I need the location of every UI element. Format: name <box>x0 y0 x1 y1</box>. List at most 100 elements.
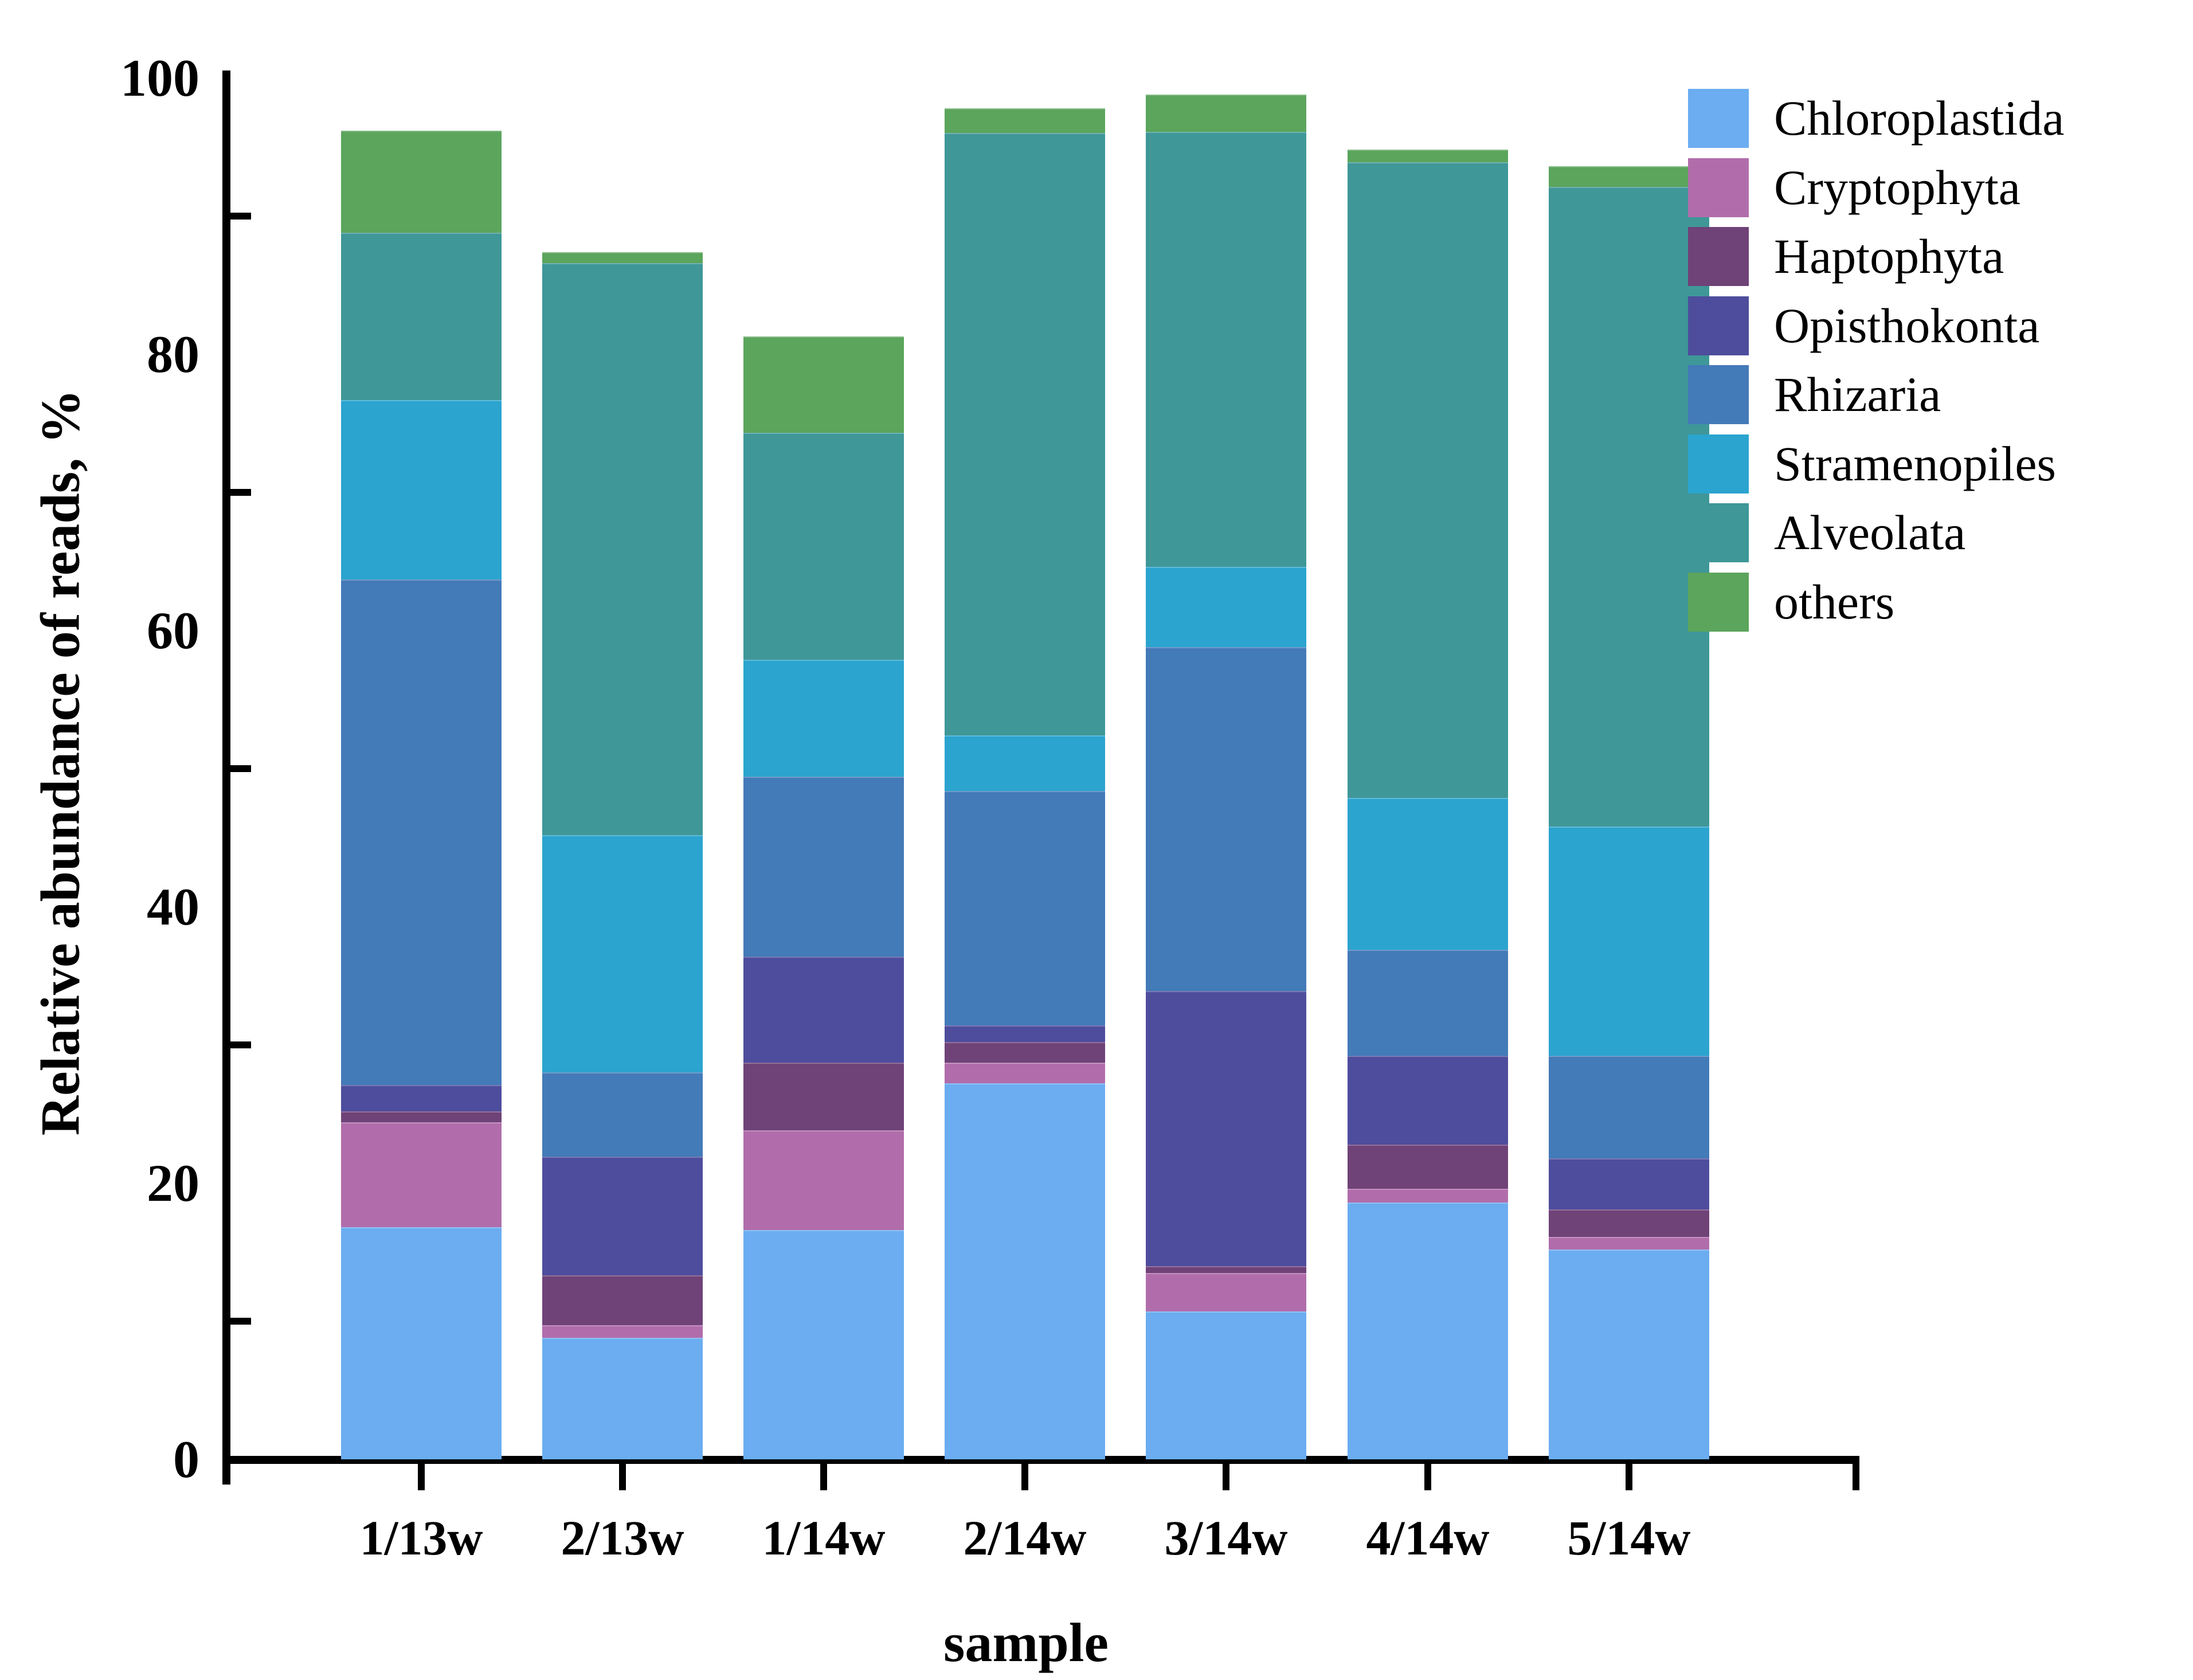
segment-rhizaria-1/13w <box>341 579 502 1085</box>
legend-row-rhizaria: Rhizaria <box>1688 365 2147 424</box>
segment-chloroplastida-1/14w <box>743 1229 904 1459</box>
legend-row-others: others <box>1688 572 2147 632</box>
segment-rhizaria-4/14w <box>1348 949 1508 1056</box>
legend-swatch-chloroplastida <box>1688 89 1749 148</box>
bar-2/14w <box>945 0 1105 1459</box>
y-axis-line <box>222 71 230 1485</box>
segment-rhizaria-2/14w <box>945 790 1105 1026</box>
segment-haptophyta-1/13w <box>341 1111 502 1122</box>
legend-swatch-opisthokonta <box>1688 296 1749 355</box>
segment-opisthokonta-2/13w <box>542 1157 703 1276</box>
bar-1/14w <box>743 0 904 1459</box>
legend-row-stramenopiles: Stramenopiles <box>1688 434 2147 494</box>
y-minor-tick-50 <box>230 765 251 772</box>
x-tick-2/13w <box>619 1464 626 1490</box>
segment-cryptophyta-4/14w <box>1348 1188 1508 1203</box>
segment-alveolata-1/13w <box>341 232 502 400</box>
legend-row-cryptophyta: Cryptophyta <box>1688 158 2147 217</box>
segment-opisthokonta-1/13w <box>341 1084 502 1111</box>
legend-swatch-stramenopiles <box>1688 434 1749 494</box>
x-tick-3/14w <box>1223 1464 1229 1490</box>
y-tick-label-100: 100 <box>120 49 199 107</box>
legend-swatch-alveolata <box>1688 503 1749 562</box>
y-axis-title: Relative abundance of reads, % <box>29 389 91 1136</box>
segment-others-2/13w <box>542 252 703 263</box>
x-tick-label-3/14w: 3/14w <box>1164 1510 1288 1565</box>
legend-label-cryptophyta: Cryptophyta <box>1774 159 2020 215</box>
segment-stramenopiles-3/14w <box>1146 567 1306 647</box>
y-minor-tick-10 <box>230 1318 251 1325</box>
segment-chloroplastida-3/14w <box>1146 1311 1306 1459</box>
legend-label-stramenopiles: Stramenopiles <box>1774 436 2057 491</box>
legend-label-others: others <box>1774 574 1895 629</box>
y-tick-label-40: 40 <box>147 878 199 936</box>
y-tick-label-60: 60 <box>147 601 199 660</box>
segment-others-4/14w <box>1348 150 1508 162</box>
y-minor-tick-90 <box>230 213 251 220</box>
legend-swatch-rhizaria <box>1688 365 1749 424</box>
bar-1/13w <box>341 0 502 1459</box>
segment-haptophyta-3/14w <box>1146 1266 1306 1273</box>
segment-rhizaria-1/14w <box>743 777 904 957</box>
legend-label-alveolata: Alveolata <box>1774 505 1966 560</box>
x-tick-label-4/14w: 4/14w <box>1366 1510 1490 1565</box>
legend-swatch-cryptophyta <box>1688 158 1749 217</box>
segment-rhizaria-3/14w <box>1146 647 1306 991</box>
x-axis-title: sample <box>943 1612 1109 1673</box>
segment-haptophyta-2/13w <box>542 1275 703 1326</box>
legend-label-chloroplastida: Chloroplastida <box>1774 91 2065 146</box>
x-tick-label-5/14w: 5/14w <box>1567 1510 1691 1565</box>
segment-stramenopiles-2/13w <box>542 835 703 1073</box>
segment-chloroplastida-5/14w <box>1549 1249 1709 1459</box>
segment-others-3/14w <box>1146 94 1306 132</box>
segment-stramenopiles-4/14w <box>1348 797 1508 950</box>
segment-alveolata-5/14w <box>1549 187 1709 827</box>
segment-opisthokonta-5/14w <box>1549 1158 1709 1209</box>
segment-others-5/14w <box>1549 166 1709 187</box>
segment-alveolata-3/14w <box>1146 131 1306 567</box>
segment-alveolata-2/14w <box>945 133 1105 736</box>
bar-3/14w <box>1146 0 1306 1459</box>
y-tick-label-20: 20 <box>147 1154 199 1212</box>
x-tick-4/14w <box>1424 1464 1431 1490</box>
segment-stramenopiles-1/14w <box>743 659 904 777</box>
segment-alveolata-1/14w <box>743 433 904 660</box>
legend-swatch-haptophyta <box>1688 227 1749 286</box>
segment-haptophyta-4/14w <box>1348 1144 1508 1189</box>
segment-chloroplastida-4/14w <box>1348 1202 1508 1459</box>
segment-alveolata-4/14w <box>1348 162 1508 798</box>
x-tick-label-1/14w: 1/14w <box>762 1510 886 1565</box>
bar-5/14w <box>1549 0 1709 1459</box>
segment-others-2/14w <box>945 108 1105 134</box>
bar-4/14w <box>1348 0 1508 1459</box>
legend-label-haptophyta: Haptophyta <box>1774 229 2004 284</box>
segment-haptophyta-5/14w <box>1549 1209 1709 1237</box>
segment-cryptophyta-2/13w <box>542 1325 703 1338</box>
x-tick-label-1/13w: 1/13w <box>359 1510 483 1565</box>
legend-row-haptophyta: Haptophyta <box>1688 227 2147 286</box>
segment-haptophyta-2/14w <box>945 1042 1105 1063</box>
segment-opisthokonta-3/14w <box>1146 991 1306 1266</box>
segment-cryptophyta-3/14w <box>1146 1272 1306 1312</box>
segment-opisthokonta-4/14w <box>1348 1056 1508 1145</box>
segment-stramenopiles-5/14w <box>1549 827 1709 1056</box>
segment-rhizaria-2/13w <box>542 1072 703 1157</box>
x-tick-1/14w <box>820 1464 827 1490</box>
segment-stramenopiles-1/13w <box>341 400 502 579</box>
legend-row-alveolata: Alveolata <box>1688 503 2147 562</box>
y-minor-tick-30 <box>230 1041 251 1048</box>
legend-row-chloroplastida: Chloroplastida <box>1688 89 2147 148</box>
legend-label-rhizaria: Rhizaria <box>1774 367 1941 422</box>
segment-cryptophyta-1/13w <box>341 1122 502 1228</box>
legend-label-opisthokonta: Opisthokonta <box>1774 297 2040 353</box>
segment-cryptophyta-1/14w <box>743 1130 904 1230</box>
x-tick-axis-end <box>1853 1464 1859 1490</box>
legend-row-opisthokonta: Opisthokonta <box>1688 296 2147 355</box>
y-tick-label-0: 0 <box>173 1430 199 1489</box>
segment-chloroplastida-1/13w <box>341 1227 502 1459</box>
segment-haptophyta-1/14w <box>743 1063 904 1131</box>
segment-opisthokonta-1/14w <box>743 956 904 1063</box>
legend-swatch-others <box>1688 572 1749 632</box>
segment-opisthokonta-2/14w <box>945 1025 1105 1043</box>
segment-chloroplastida-2/14w <box>945 1083 1105 1459</box>
